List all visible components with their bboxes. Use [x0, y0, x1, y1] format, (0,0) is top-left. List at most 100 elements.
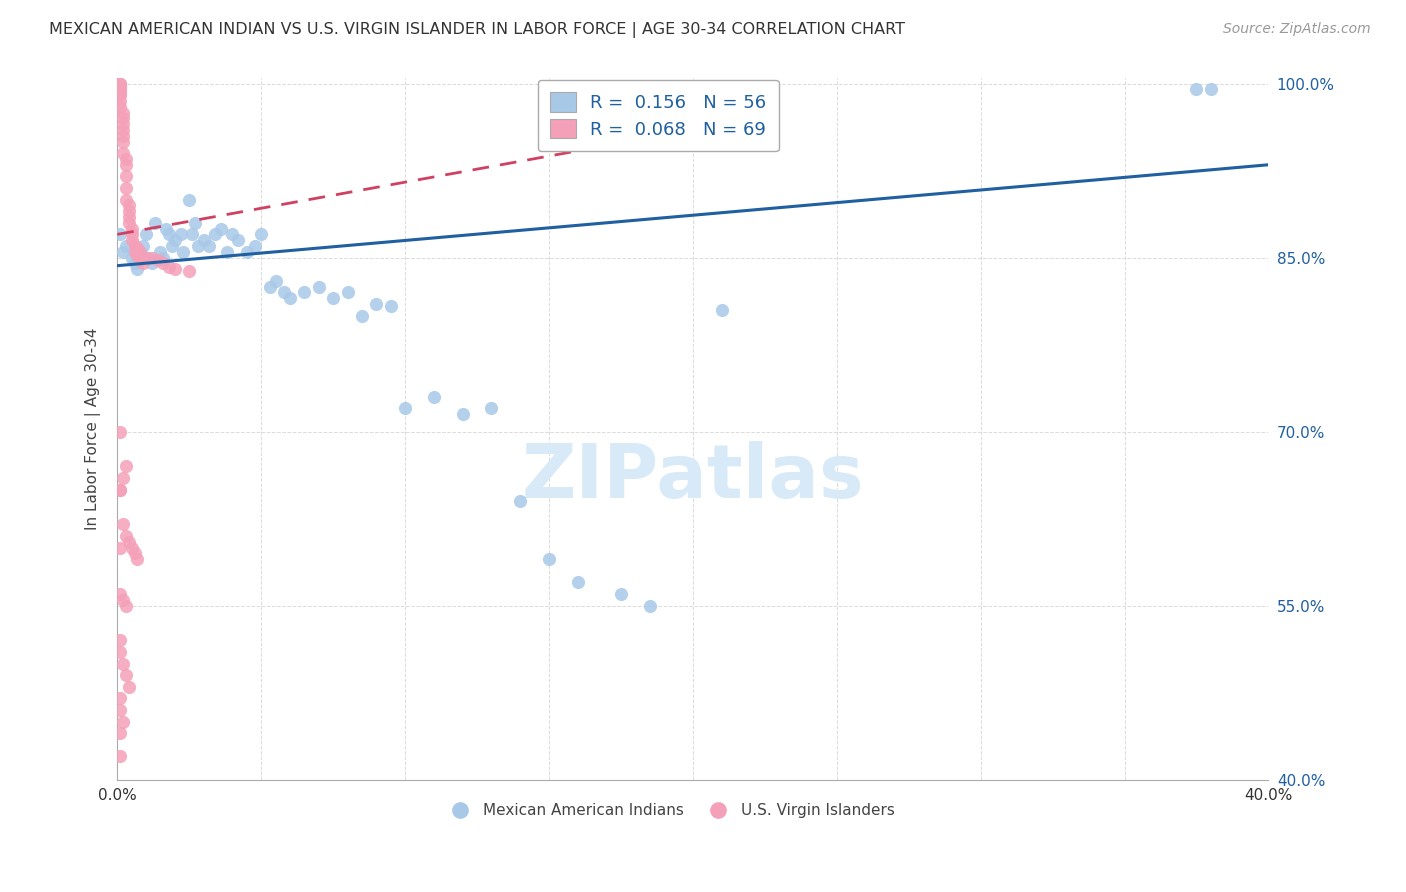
Point [112, 146, 135, 161]
Point [198, 239, 221, 253]
Point [115, 158, 138, 172]
Point [308, 279, 330, 293]
Point [108, 77, 131, 91]
Point [108, 541, 131, 555]
Point [112, 117, 135, 131]
Text: Source: ZipAtlas.com: Source: ZipAtlas.com [1223, 22, 1371, 37]
Point [118, 210, 141, 224]
Point [215, 244, 238, 259]
Point [155, 221, 177, 235]
Point [108, 703, 131, 717]
Point [172, 244, 194, 259]
Point [184, 216, 207, 230]
Point [115, 668, 138, 682]
Point [394, 401, 416, 416]
Point [160, 239, 183, 253]
Point [127, 262, 149, 277]
Point [187, 239, 209, 253]
Point [118, 216, 141, 230]
Point [118, 534, 141, 549]
Point [115, 529, 138, 543]
Point [138, 251, 160, 265]
Point [350, 309, 373, 323]
Point [115, 152, 138, 166]
Point [108, 77, 131, 91]
Point [567, 575, 589, 590]
Y-axis label: In Labor Force | Age 30-34: In Labor Force | Age 30-34 [86, 327, 101, 530]
Point [121, 233, 143, 247]
Point [146, 252, 169, 267]
Point [124, 244, 146, 259]
Point [118, 198, 141, 212]
Point [264, 274, 287, 288]
Point [152, 256, 174, 270]
Point [112, 714, 135, 729]
Text: MEXICAN AMERICAN INDIAN VS U.S. VIRGIN ISLANDER IN LABOR FORCE | AGE 30-34 CORRE: MEXICAN AMERICAN INDIAN VS U.S. VIRGIN I… [49, 22, 905, 38]
Point [118, 680, 141, 694]
Point [141, 251, 163, 265]
Point [108, 82, 131, 96]
Point [129, 252, 152, 267]
Point [423, 390, 446, 404]
Point [132, 239, 155, 253]
Point [193, 233, 215, 247]
Point [135, 251, 157, 265]
Point [141, 256, 163, 270]
Point [610, 587, 633, 601]
Point [152, 251, 174, 265]
Point [245, 239, 267, 253]
Point [112, 135, 135, 149]
Point [108, 587, 131, 601]
Point [112, 471, 135, 485]
Point [132, 256, 155, 270]
Point [108, 227, 131, 242]
Point [336, 285, 359, 300]
Point [112, 592, 135, 607]
Point [537, 552, 560, 566]
Point [108, 100, 131, 114]
Point [204, 227, 226, 242]
Point [179, 264, 201, 278]
Point [121, 227, 143, 242]
Point [108, 633, 131, 648]
Point [181, 227, 204, 242]
Point [108, 691, 131, 706]
Point [273, 285, 295, 300]
Point [115, 193, 138, 207]
Point [163, 262, 186, 277]
Point [143, 216, 166, 230]
Point [221, 227, 243, 242]
Point [121, 251, 143, 265]
Point [481, 401, 503, 416]
Point [366, 297, 388, 311]
Text: ZIPatlas: ZIPatlas [522, 442, 865, 515]
Point [127, 552, 149, 566]
Point [638, 599, 661, 613]
Point [115, 239, 138, 253]
Point [509, 494, 531, 508]
Point [121, 541, 143, 555]
Point [209, 221, 232, 235]
Point [124, 256, 146, 270]
Point [112, 112, 135, 126]
Point [112, 244, 135, 259]
Point [108, 88, 131, 103]
Point [108, 749, 131, 764]
Point [108, 425, 131, 439]
Point [108, 94, 131, 108]
Point [108, 77, 131, 91]
Point [129, 244, 152, 259]
Point [278, 291, 301, 305]
Point [115, 459, 138, 474]
Point [112, 123, 135, 137]
Point [115, 599, 138, 613]
Point [115, 181, 138, 195]
Point [118, 204, 141, 219]
Point [322, 291, 344, 305]
Point [108, 645, 131, 659]
Point [451, 407, 474, 421]
Point [380, 299, 402, 313]
Point [124, 239, 146, 253]
Point [112, 517, 135, 532]
Legend: Mexican American Indians, U.S. Virgin Islanders: Mexican American Indians, U.S. Virgin Is… [439, 797, 901, 824]
